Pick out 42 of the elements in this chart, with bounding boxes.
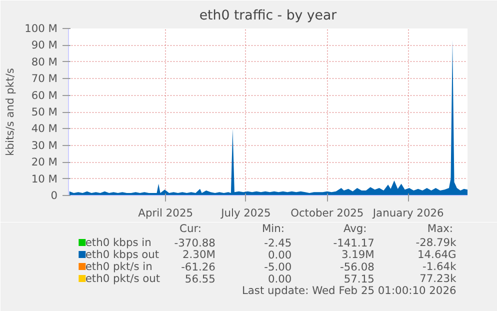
text: Avg: [343,222,367,235]
y-tick-label: 80 M [31,55,58,68]
x-tick-label: April 2025 [138,206,194,220]
y-tick-label: 30 M [31,138,58,152]
y-tick-label: 90 M [31,38,58,52]
legend-label: eth0 kbps in [85,236,152,249]
y-tick-label: 0 [50,189,58,202]
y-tick-label: 20 M [31,156,58,169]
text: 56.55 [184,272,216,286]
y-tick-label: 10 M [31,172,58,186]
text: 77.23k [420,272,458,285]
text: -370.88 [174,236,216,250]
legend-label: eth0 kbps out [85,248,160,261]
text: 57.15 [344,272,374,286]
text: 14.64G [417,248,456,261]
x-tick-label: July 2025 [220,206,271,220]
text: -28.79k [416,236,458,249]
x-tick-label: January 2026 [372,206,444,220]
text: 0.00 [268,248,292,262]
x-tick-label: October 2025 [290,206,364,220]
text: -61.26 [181,260,216,274]
text: -5.00 [264,260,292,274]
text: -56.08 [340,260,375,274]
text: 3.19M [341,248,374,261]
y-tick-label: 70 M [31,72,58,86]
text: -141.17 [333,236,374,250]
y-axis-title: kbits/s and pkt/s [4,68,17,156]
y-tick-label: 100 M [24,22,58,35]
chart-title: eth0 traffic - by year [199,8,338,24]
y-tick-label: 60 M [31,88,58,102]
text: Min: [262,222,284,235]
y-tick-label: 40 M [31,122,58,136]
text: -1.64k [422,260,458,273]
text: 0.00 [268,272,292,286]
text: Max: [427,222,454,235]
legend-label: eth0 pkt/s in [85,260,152,273]
text: -2.45 [264,236,292,250]
text: 2.30M [182,248,216,261]
y-tick-label: 50 M [31,106,58,118]
legend-label: eth0 pkt/s out [85,272,160,285]
text: Last update: Wed Feb 25 01:00:10 2026 [242,284,456,297]
text: Cur: [180,222,202,235]
